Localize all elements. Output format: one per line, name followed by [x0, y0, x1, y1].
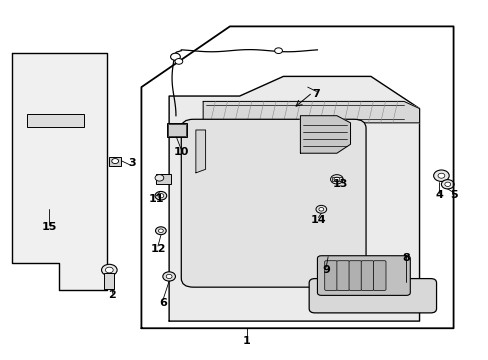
Text: 2: 2 [108, 290, 116, 300]
Circle shape [170, 53, 180, 60]
Circle shape [158, 229, 163, 233]
Bar [109, 157, 121, 166]
FancyBboxPatch shape [324, 261, 337, 291]
Text: 5: 5 [449, 190, 456, 200]
Text: 8: 8 [401, 253, 409, 263]
Circle shape [155, 192, 166, 200]
FancyBboxPatch shape [181, 119, 366, 287]
Text: 7: 7 [312, 89, 320, 99]
Circle shape [444, 182, 450, 186]
Circle shape [315, 205, 326, 213]
FancyBboxPatch shape [348, 261, 361, 291]
Circle shape [102, 264, 117, 276]
Circle shape [437, 173, 444, 178]
FancyBboxPatch shape [361, 261, 373, 291]
Polygon shape [12, 53, 107, 290]
Bar [27, 113, 84, 127]
Circle shape [112, 158, 118, 163]
Circle shape [333, 177, 339, 181]
Text: 1: 1 [243, 337, 250, 346]
FancyBboxPatch shape [317, 256, 409, 296]
Circle shape [433, 170, 448, 181]
FancyBboxPatch shape [336, 261, 349, 291]
Bar [104, 273, 114, 289]
Circle shape [175, 59, 183, 64]
Text: 3: 3 [128, 158, 135, 168]
Text: 15: 15 [41, 222, 57, 232]
Circle shape [318, 207, 323, 211]
Text: 11: 11 [148, 194, 163, 203]
Circle shape [166, 274, 172, 279]
Circle shape [155, 227, 166, 235]
FancyBboxPatch shape [308, 279, 436, 313]
Circle shape [274, 48, 282, 54]
Polygon shape [196, 130, 205, 173]
Text: 4: 4 [434, 190, 442, 200]
Circle shape [155, 175, 163, 181]
Text: 12: 12 [150, 244, 165, 253]
Bar [167, 123, 186, 136]
Circle shape [441, 180, 453, 189]
Bar [331, 177, 341, 181]
Text: 9: 9 [322, 265, 329, 275]
Polygon shape [300, 116, 350, 153]
Circle shape [158, 194, 163, 198]
Polygon shape [169, 76, 419, 321]
Bar [166, 123, 187, 137]
Text: 6: 6 [159, 298, 166, 308]
Circle shape [330, 175, 343, 184]
Circle shape [105, 267, 113, 273]
Text: 14: 14 [310, 215, 325, 225]
Polygon shape [203, 102, 419, 123]
FancyBboxPatch shape [372, 261, 385, 291]
Text: 10: 10 [173, 147, 188, 157]
Text: 13: 13 [332, 179, 348, 189]
Bar [156, 174, 170, 184]
Circle shape [163, 272, 175, 281]
